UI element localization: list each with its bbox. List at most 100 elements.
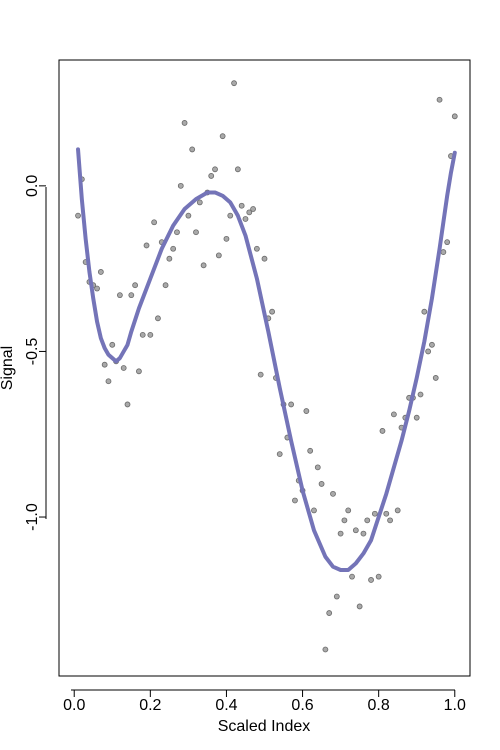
data-point	[151, 219, 158, 226]
x-tick-label: 0.4	[215, 697, 237, 714]
data-point	[136, 368, 142, 375]
data-point	[128, 292, 135, 299]
data-point	[139, 331, 146, 338]
data-point	[116, 292, 123, 299]
data-point	[132, 282, 139, 289]
data-point	[177, 182, 184, 189]
data-point	[368, 577, 374, 583]
fitted-curve-layer	[76, 147, 457, 573]
data-point	[394, 507, 401, 514]
data-point	[143, 242, 150, 249]
data-point	[451, 113, 458, 120]
data-point	[257, 371, 264, 378]
data-point	[337, 530, 344, 537]
x-tick-label: 0.6	[291, 697, 313, 714]
data-point	[269, 308, 276, 315]
data-point	[432, 375, 439, 381]
data-point	[314, 464, 321, 471]
x-tick-label: 0.8	[368, 697, 390, 714]
data-point	[181, 120, 188, 126]
data-point	[390, 411, 397, 418]
data-point	[219, 133, 226, 140]
data-point	[246, 209, 253, 216]
data-point	[147, 331, 154, 338]
data-point	[375, 573, 382, 580]
data-point	[223, 235, 230, 242]
data-point	[322, 646, 329, 653]
data-point	[311, 507, 317, 514]
data-point	[215, 252, 222, 259]
data-point	[383, 510, 390, 517]
data-point	[360, 530, 367, 537]
data-point	[387, 517, 393, 524]
fitted-curve	[76, 147, 457, 573]
y-tick-label: -1.0	[24, 503, 41, 531]
data-point	[421, 308, 428, 315]
data-point	[352, 527, 359, 534]
data-point	[436, 96, 443, 103]
x-axis-label: Scaled Index	[218, 718, 311, 735]
data-point	[349, 573, 355, 580]
y-axis-label: Signal	[0, 346, 16, 390]
y-axis-ticks: 0.0 -0.5 -1.0	[24, 175, 46, 531]
data-point	[193, 229, 199, 236]
data-point	[124, 401, 131, 408]
data-point	[330, 490, 336, 497]
data-point	[261, 255, 268, 262]
x-tick-label: 0.0	[63, 697, 85, 714]
data-point	[155, 315, 161, 322]
data-point	[356, 603, 363, 610]
data-point	[379, 428, 386, 434]
data-point	[429, 341, 435, 348]
data-point	[75, 212, 81, 219]
data-point	[333, 593, 340, 600]
data-point	[94, 285, 100, 292]
data-point	[227, 212, 234, 219]
data-point	[425, 348, 432, 355]
data-point	[212, 166, 218, 173]
data-point	[109, 341, 116, 348]
data-point	[208, 173, 215, 179]
plot-frame	[58, 59, 471, 677]
data-point	[292, 497, 298, 504]
data-point	[200, 262, 207, 269]
data-point	[97, 269, 104, 275]
data-point	[162, 282, 169, 289]
data-point	[345, 507, 352, 514]
y-tick-label: 0.0	[24, 175, 41, 197]
data-point	[307, 447, 314, 454]
data-point	[364, 517, 371, 524]
data-point	[234, 166, 241, 173]
data-point	[253, 245, 260, 252]
data-point	[371, 510, 378, 517]
data-point	[303, 408, 310, 414]
data-point	[326, 610, 333, 616]
data-point	[242, 216, 249, 222]
data-point	[341, 517, 348, 524]
data-point	[440, 249, 447, 255]
x-tick-label: 1.0	[444, 697, 466, 714]
y-tick-label: -0.5	[24, 338, 41, 366]
data-point	[250, 206, 256, 212]
data-point	[120, 365, 127, 371]
data-point	[288, 401, 295, 408]
data-point	[238, 202, 245, 209]
x-tick-label: 0.2	[139, 697, 161, 714]
x-axis-ticks: 0.0 0.2 0.4 0.6 0.8 1.0	[63, 690, 466, 714]
data-point	[101, 361, 108, 368]
data-point	[105, 378, 112, 385]
data-point	[417, 391, 424, 398]
data-point	[170, 245, 177, 252]
data-point	[196, 199, 203, 206]
data-point	[276, 451, 283, 458]
data-point	[166, 255, 173, 262]
data-point	[444, 239, 451, 246]
data-point	[231, 80, 237, 87]
data-point	[189, 146, 196, 153]
data-point	[174, 229, 180, 236]
data-point	[185, 212, 192, 219]
data-point	[318, 481, 325, 487]
